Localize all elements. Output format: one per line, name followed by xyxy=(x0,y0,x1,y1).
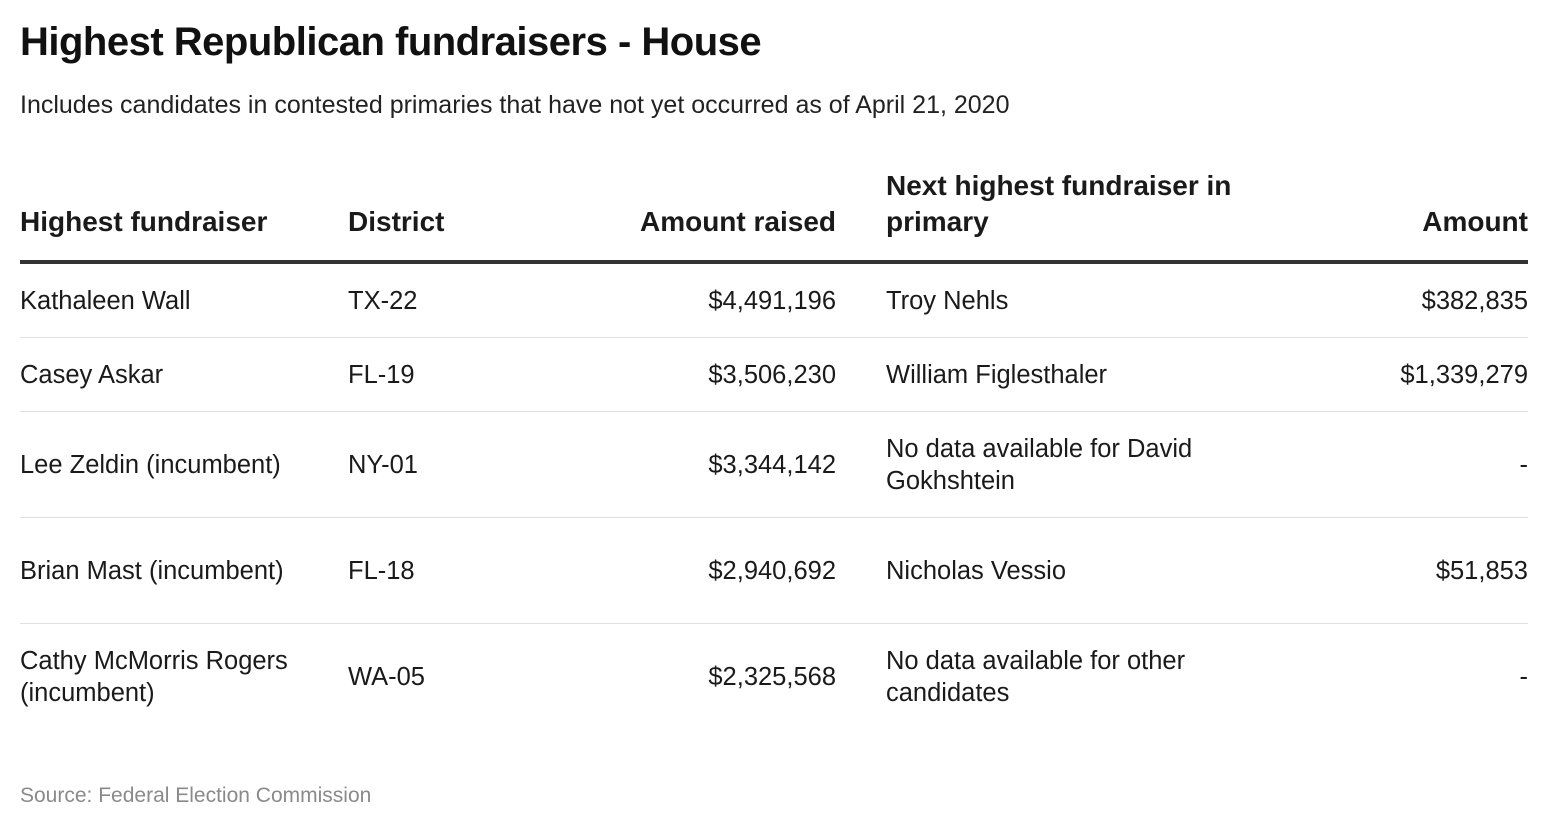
cell-spacer xyxy=(836,262,886,338)
cell-amount-raised: $4,491,196 xyxy=(508,262,836,338)
cell-district: FL-19 xyxy=(348,337,508,412)
cell-next-fundraiser: No data available for David Gokhshtein xyxy=(886,411,1236,518)
cell-spacer xyxy=(836,337,886,412)
cell-district: NY-01 xyxy=(348,411,508,518)
cell-fundraiser: Brian Mast (incumbent) xyxy=(20,517,348,624)
cell-amount-raised: $3,506,230 xyxy=(508,337,836,412)
cell-spacer xyxy=(836,517,886,624)
column-header-district: District xyxy=(348,168,508,264)
cell-fundraiser: Cathy McMorris Rogers (incumbent) xyxy=(20,646,288,707)
column-header-fundraiser: Highest fundraiser xyxy=(20,168,348,264)
cell-next-fundraiser: No data available for other candidates xyxy=(886,646,1186,707)
cell-district: TX-22 xyxy=(348,262,508,338)
source-note: Source: Federal Election Commission xyxy=(20,784,372,807)
column-header-amount: Amount xyxy=(1236,168,1528,264)
cell-fundraiser: Kathaleen Wall xyxy=(20,262,348,338)
cell-district: FL-18 xyxy=(348,517,508,624)
cell-amount: - xyxy=(1236,411,1528,518)
cell-next-fundraiser: William Figlesthaler xyxy=(886,337,1236,412)
cell-amount-raised: $2,325,568 xyxy=(708,662,836,691)
table-row: Brian Mast (incumbent) FL-18 $2,940,692 … xyxy=(20,517,1528,624)
column-header-next-fundraiser: Next highest fundraiser in primary xyxy=(886,168,1236,264)
cell-amount-raised: $2,940,692 xyxy=(508,517,836,624)
table-header-row: Highest fundraiser District Amount raise… xyxy=(20,168,1528,264)
cell-fundraiser: Casey Askar xyxy=(20,337,348,412)
cell-amount: $382,835 xyxy=(1236,262,1528,338)
table-row: Lee Zeldin (incumbent) NY-01 $3,344,142 … xyxy=(20,411,1528,518)
column-header-amount-raised: Amount raised xyxy=(508,168,836,264)
cell-next-fundraiser: Troy Nehls xyxy=(886,262,1236,338)
cell-amount: $51,853 xyxy=(1236,517,1528,624)
table-row: Casey Askar FL-19 $3,506,230 William Fig… xyxy=(20,337,1528,412)
chart-title: Highest Republican fundraisers - House xyxy=(20,20,762,64)
cell-amount: $1,339,279 xyxy=(1236,337,1528,412)
column-spacer xyxy=(836,168,886,264)
cell-spacer xyxy=(836,411,886,518)
cell-next-fundraiser: Nicholas Vessio xyxy=(886,517,1236,624)
cell-amount: - xyxy=(1519,662,1529,691)
cell-district: WA-05 xyxy=(348,662,425,691)
table-row: Kathaleen Wall TX-22 $4,491,196 Troy Neh… xyxy=(20,262,1528,338)
table-row: Cathy McMorris Rogers (incumbent) WA-05 … xyxy=(20,624,1528,730)
cell-fundraiser: Lee Zeldin (incumbent) xyxy=(20,411,348,518)
cell-amount-raised: $3,344,142 xyxy=(508,411,836,518)
fundraisers-table: Highest fundraiser District Amount raise… xyxy=(20,168,1528,729)
chart-subtitle: Includes candidates in contested primari… xyxy=(20,91,1010,119)
cell-spacer xyxy=(836,624,886,730)
